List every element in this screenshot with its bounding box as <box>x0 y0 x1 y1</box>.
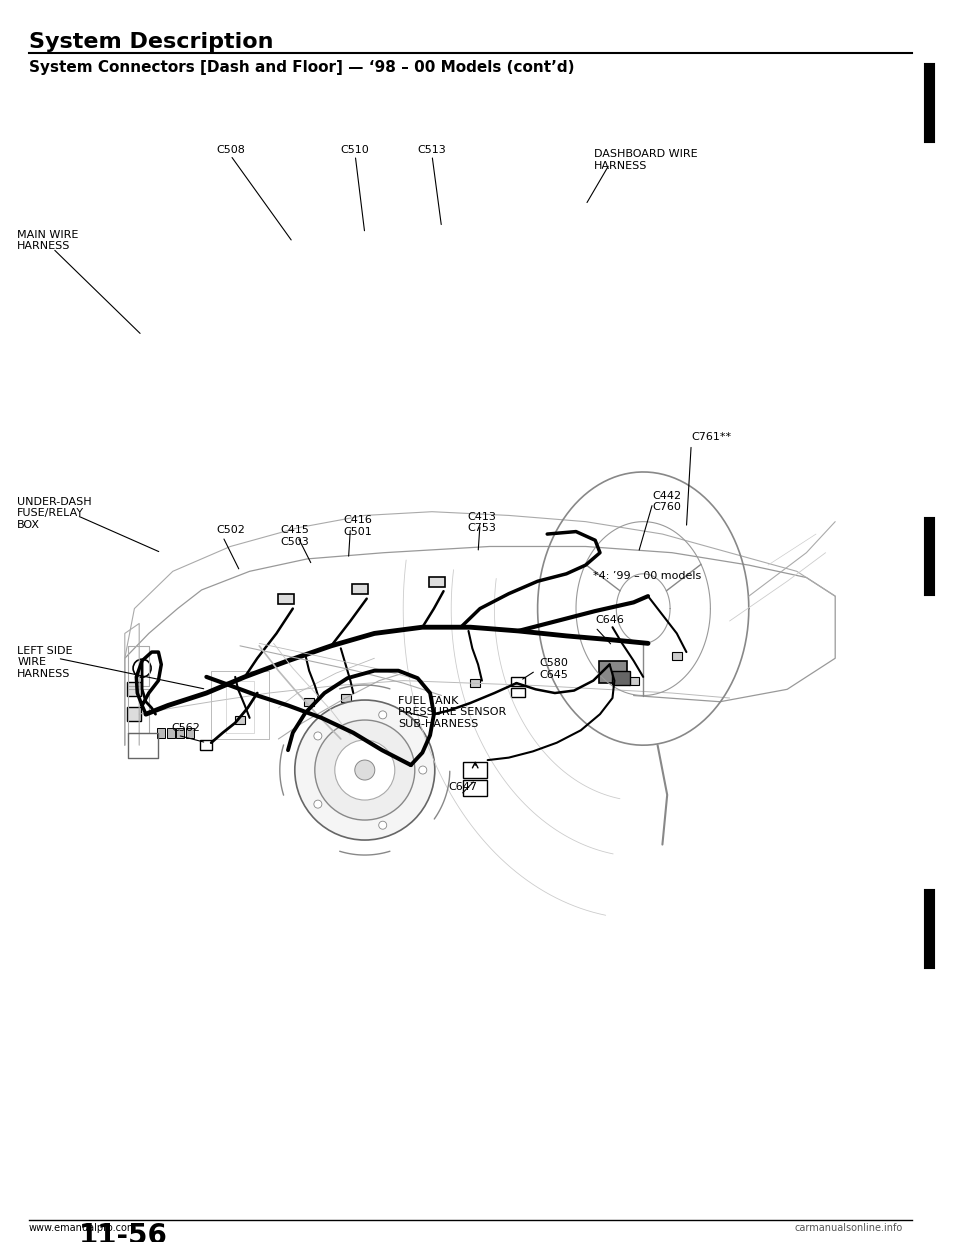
Text: C415
C503: C415 C503 <box>280 525 309 546</box>
Bar <box>304 698 314 705</box>
Text: C508: C508 <box>216 145 245 155</box>
Bar <box>341 694 350 702</box>
Bar <box>177 728 184 738</box>
Circle shape <box>314 732 322 740</box>
Text: C580
C645: C580 C645 <box>540 658 568 679</box>
Circle shape <box>335 740 395 800</box>
Bar <box>463 763 487 777</box>
Text: C510: C510 <box>341 145 370 155</box>
Bar <box>512 688 525 697</box>
Text: C761**: C761** <box>691 432 732 442</box>
Circle shape <box>379 821 387 830</box>
Bar <box>352 584 368 594</box>
Circle shape <box>315 720 415 820</box>
Text: FUEL TANK
PRESSURE SENSOR
SUB-HARNESS: FUEL TANK PRESSURE SENSOR SUB-HARNESS <box>398 696 507 729</box>
Text: DASHBOARD WIRE
HARNESS: DASHBOARD WIRE HARNESS <box>594 149 698 170</box>
Text: System Description: System Description <box>29 32 274 52</box>
Text: C416
C501: C416 C501 <box>344 515 372 537</box>
Circle shape <box>419 766 427 774</box>
Text: C647: C647 <box>448 782 477 792</box>
Bar <box>278 594 294 604</box>
Bar <box>127 682 141 697</box>
Text: C442
C760: C442 C760 <box>653 491 682 512</box>
Text: LEFT SIDE
WIRE
HARNESS: LEFT SIDE WIRE HARNESS <box>17 646 73 679</box>
Bar <box>629 677 638 684</box>
Circle shape <box>295 700 435 840</box>
Circle shape <box>133 660 151 677</box>
Bar <box>599 661 627 683</box>
Text: C502: C502 <box>216 525 245 535</box>
Circle shape <box>314 800 322 809</box>
Text: C646: C646 <box>595 615 624 625</box>
Bar <box>470 679 480 687</box>
Text: 11-56: 11-56 <box>79 1222 168 1242</box>
Bar <box>672 652 682 660</box>
Bar <box>186 728 194 738</box>
Bar <box>127 707 141 722</box>
Circle shape <box>355 760 374 780</box>
Bar <box>235 717 245 724</box>
Text: www.emanualpro.com: www.emanualpro.com <box>29 1223 137 1233</box>
Text: System Connectors [Dash and Floor] — ‘98 – 00 Models (cont’d): System Connectors [Dash and Floor] — ‘98… <box>29 60 574 75</box>
Text: carmanualsonline.info: carmanualsonline.info <box>794 1223 902 1233</box>
Bar <box>463 780 487 796</box>
Text: MAIN WIRE
HARNESS: MAIN WIRE HARNESS <box>17 230 79 251</box>
Bar <box>512 677 525 686</box>
Text: C513: C513 <box>418 145 446 155</box>
Bar <box>201 740 212 750</box>
Text: *4: ’99 – 00 models: *4: ’99 – 00 models <box>593 571 702 581</box>
Bar <box>429 578 444 587</box>
Bar <box>612 671 630 686</box>
Text: UNDER-DASH
FUSE/RELAY
BOX: UNDER-DASH FUSE/RELAY BOX <box>17 497 92 530</box>
Text: C413
C753: C413 C753 <box>468 512 496 533</box>
Bar <box>167 728 175 738</box>
Bar <box>157 728 165 738</box>
Text: C562: C562 <box>171 723 200 733</box>
Circle shape <box>379 710 387 719</box>
